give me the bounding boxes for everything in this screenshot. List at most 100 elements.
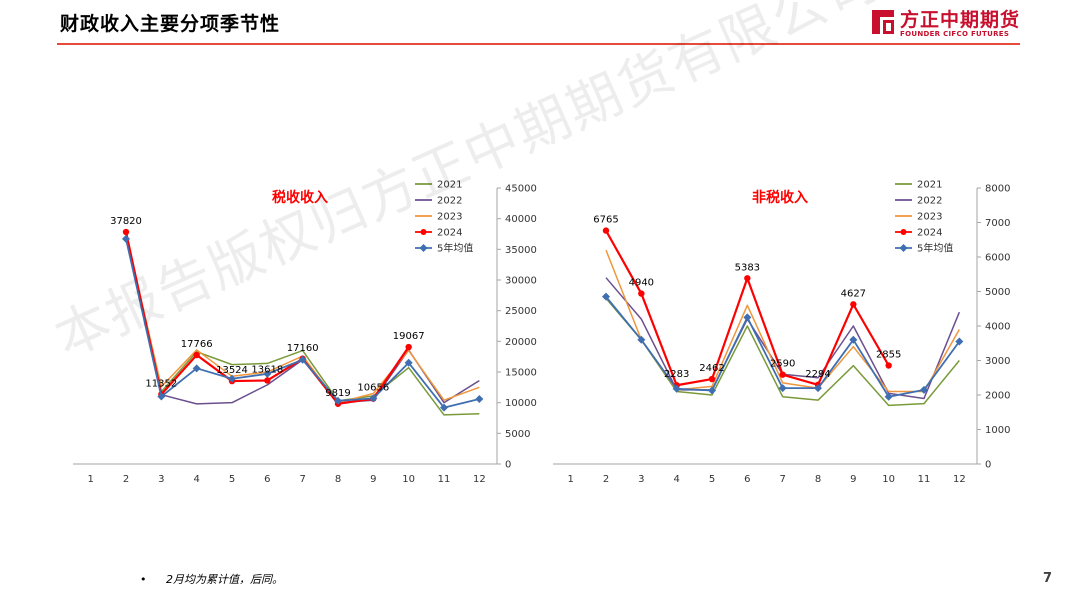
point-5年均值: [369, 394, 378, 403]
point-2024: [638, 290, 645, 297]
point-2024: [264, 377, 271, 384]
point-2024: [708, 375, 716, 383]
data-label: 5383: [735, 262, 760, 273]
legend-label: 5年均值: [437, 242, 473, 255]
y-tick-label: 7000: [985, 218, 1010, 229]
point-5年均值: [475, 394, 484, 403]
data-label: 2283: [664, 369, 689, 380]
x-tick-label: 8: [335, 474, 341, 485]
point-2024: [193, 351, 200, 359]
tax-revenue-chart: 1 2 3 4 5 6 7 8 9 10 11 12 0 5000 10000 15000 20000 25000…: [60, 150, 540, 500]
non-tax-revenue-chart: 1 2 3 4 5 6 7 8 9 10 11 12 0 1000 2000 3000 4000 5000 6000…: [540, 150, 1020, 500]
point-5年均值: [192, 364, 201, 373]
series-line-2024: [605, 230, 890, 387]
y-tick-label: 8000: [985, 184, 1010, 195]
y-tick-label: 15000: [505, 368, 537, 379]
logo-text-cn: 方正中期期货: [900, 9, 1021, 31]
series-line-5年均值: [125, 238, 480, 409]
y-tick-label: 0: [505, 460, 511, 471]
point-5年均值: [708, 386, 716, 395]
point-5年均值: [637, 335, 646, 344]
x-tick-label: 8: [815, 474, 821, 485]
point-5年均值: [263, 369, 272, 378]
legend-marker: [899, 244, 908, 252]
x-tick-label: 2: [603, 474, 609, 485]
x-tick-label: 5: [709, 474, 715, 485]
x-tick-label: 1: [567, 474, 573, 485]
legend-label: 2024: [917, 228, 942, 239]
x-tick-label: 3: [638, 474, 644, 485]
legend-marker: [419, 244, 428, 252]
series-line-2023: [605, 249, 960, 393]
point-2024: [885, 362, 892, 369]
data-label: 13524: [216, 365, 248, 376]
x-tick-label: 5: [229, 474, 235, 485]
logo-mark-icon: [872, 10, 894, 34]
y-tick-label: 6000: [985, 253, 1010, 264]
point-2024: [850, 301, 857, 308]
page-number: 7: [1043, 571, 1053, 586]
data-label: 2855: [876, 350, 901, 361]
x-tick-label: 6: [264, 474, 270, 485]
point-5年均值: [920, 385, 928, 394]
data-label: 13618: [251, 364, 283, 375]
x-tick-label: 11: [438, 474, 451, 485]
logo-text-en: FOUNDER CIFCO FUTURES: [900, 30, 1010, 38]
x-tick-label: 4: [673, 474, 679, 485]
page-title: 财政收入主要分项季节性: [60, 13, 281, 35]
legend-label: 2023: [917, 212, 942, 223]
y-tick-label: 20000: [505, 337, 537, 348]
data-label: 37820: [110, 216, 142, 227]
x-tick-label: 10: [402, 474, 415, 485]
y-tick-label: 3000: [985, 356, 1010, 367]
point-5年均值: [814, 384, 822, 393]
x-tick-label: 2: [123, 474, 129, 485]
y-tick-label: 10000: [505, 398, 537, 409]
footnote: • 2月均为累计值，后同。: [140, 571, 283, 587]
y-tick-label: 25000: [505, 306, 537, 317]
data-label: 2590: [770, 359, 795, 370]
data-label: 17160: [287, 343, 319, 354]
legend-label: 2021: [917, 180, 942, 191]
point-5年均值: [334, 396, 342, 405]
data-label: 9819: [325, 388, 350, 399]
data-label: 4940: [629, 278, 654, 289]
bullet-icon: •: [140, 573, 147, 586]
point-5年均值: [298, 355, 307, 364]
point-2024: [122, 228, 130, 236]
point-5年均值: [672, 384, 681, 393]
data-label: 10656: [357, 383, 389, 394]
data-label: 19067: [393, 331, 425, 342]
point-2024: [779, 371, 786, 378]
point-5年均值: [228, 374, 236, 383]
series-line-2022: [125, 235, 480, 405]
data-label: 4627: [841, 288, 866, 299]
data-label: 2294: [805, 369, 830, 380]
data-label: 17766: [181, 339, 213, 350]
legend-label: 2021: [437, 180, 462, 191]
legend-label: 5年均值: [917, 242, 953, 255]
brand-logo: 方正中期期货 FOUNDER CIFCO FUTURES: [866, 5, 1026, 41]
y-tick-label: 45000: [505, 184, 537, 195]
x-tick-label: 4: [193, 474, 199, 485]
y-tick-label: 35000: [505, 245, 537, 256]
point-5年均值: [743, 313, 752, 322]
point-5年均值: [440, 403, 448, 412]
chart-title: 税收收入: [272, 189, 328, 206]
point-5年均值: [884, 392, 893, 401]
y-tick-label: 30000: [505, 276, 537, 287]
tax-revenue-chart-svg: 1 2 3 4 5 6 7 8 9 10 11 120500010000150002000025000…: [73, 180, 537, 485]
data-label: 6765: [593, 215, 618, 226]
chart-title: 非税收入: [752, 189, 808, 206]
point-5年均值: [157, 392, 166, 401]
non-tax-revenue-chart-svg: 1 2 3 4 5 6 7 8 9 10 11 120100020003000400050006000…: [553, 180, 1010, 485]
y-tick-label: 40000: [505, 214, 537, 225]
point-2024: [405, 343, 412, 351]
legend-label: 2023: [437, 212, 462, 223]
x-tick-label: 3: [158, 474, 164, 485]
x-tick-label: 1: [87, 474, 93, 485]
point-2024: [744, 275, 751, 282]
point-5年均值: [849, 335, 858, 344]
x-tick-label: 11: [918, 474, 931, 485]
x-tick-label: 12: [953, 474, 966, 485]
